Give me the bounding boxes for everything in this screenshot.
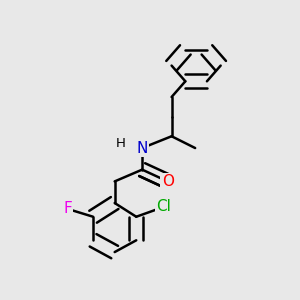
Text: N: N xyxy=(136,140,148,155)
Text: F: F xyxy=(63,201,72,216)
Text: Cl: Cl xyxy=(156,200,171,214)
Text: H: H xyxy=(116,137,125,150)
Text: O: O xyxy=(162,174,174,189)
